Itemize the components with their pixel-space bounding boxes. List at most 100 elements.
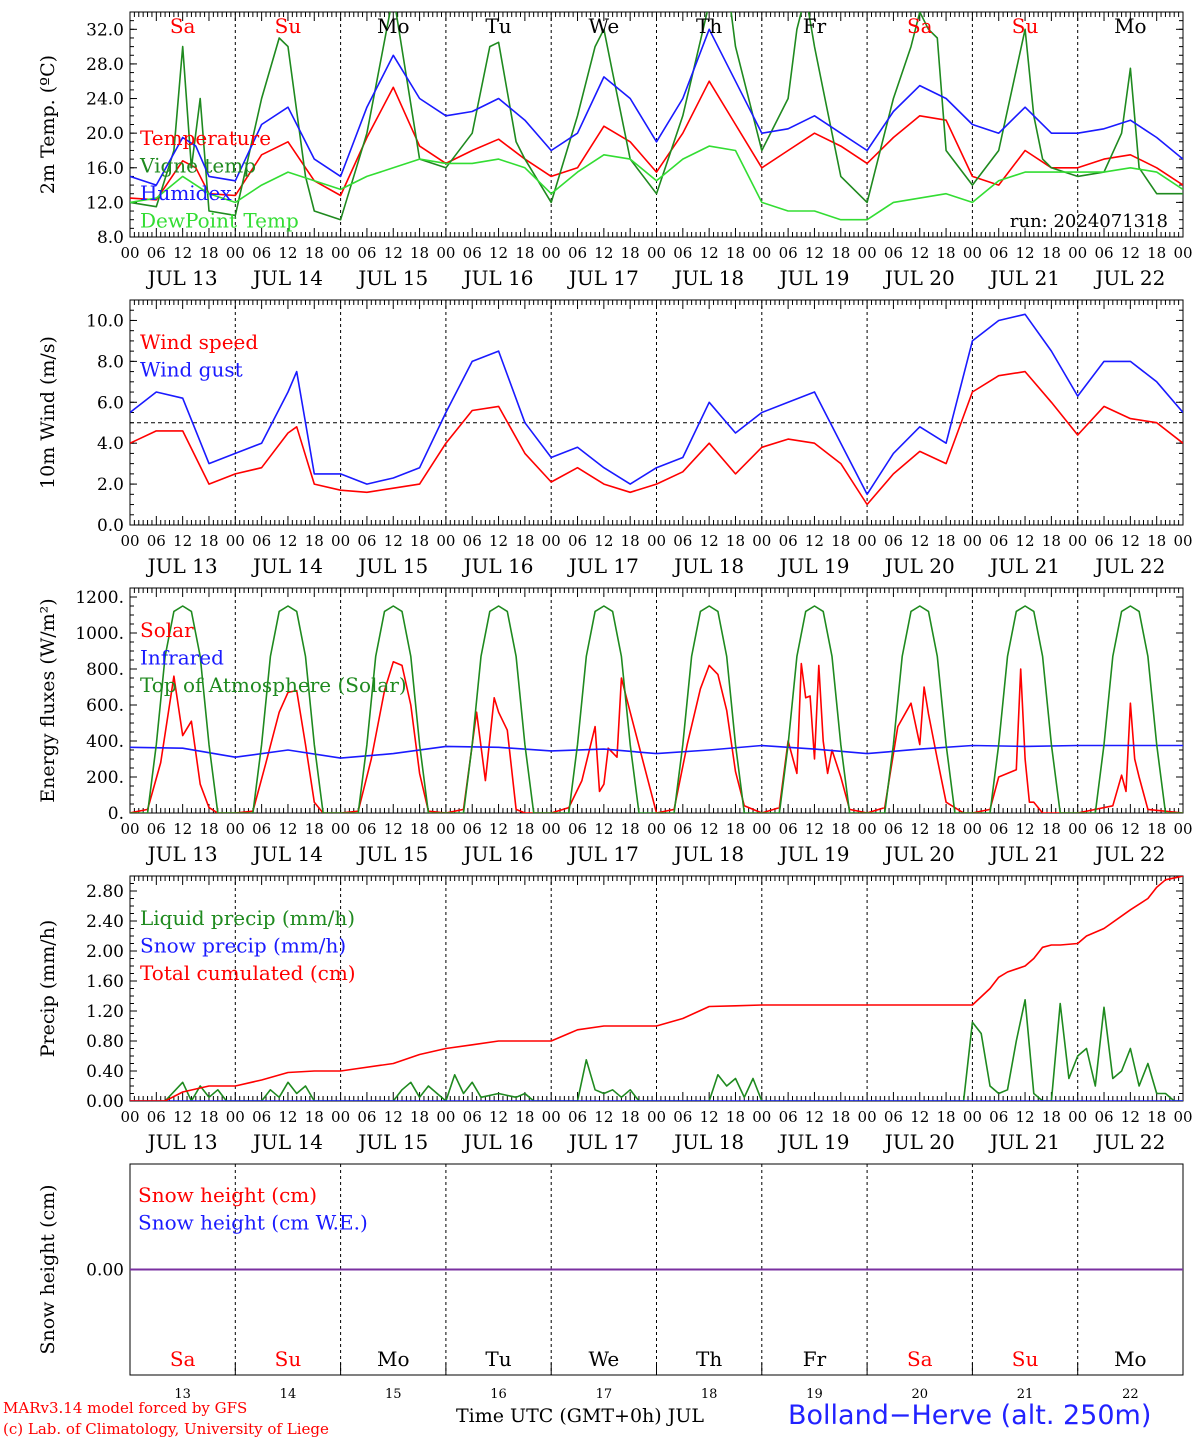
x-date-label: JUL 22 (1093, 266, 1165, 290)
day-name-label: Sa (907, 1347, 933, 1371)
x-date-label: JUL 21 (988, 842, 1060, 866)
day-name-label: Th (696, 14, 722, 38)
x-hour-label: 06 (252, 244, 271, 262)
x-hour-label: 18 (621, 532, 640, 550)
x-hour-label: 06 (463, 532, 482, 550)
y-tick-label: 1.20 (86, 1002, 124, 1022)
credit-line-1: MARv3.14 model forced by GFS (3, 1399, 248, 1417)
x-hour-label: 12 (594, 820, 613, 838)
x-hour-label: 18 (937, 244, 956, 262)
day-number-label: 15 (385, 1387, 402, 1400)
x-hour-label: 06 (463, 244, 482, 262)
x-hour-label: 06 (1094, 820, 1113, 838)
x-hour-label: 00 (1068, 1108, 1087, 1126)
y-tick-label: 8.0 (97, 352, 124, 372)
day-name-label: Mo (377, 14, 410, 38)
x-hour-label: 00 (331, 244, 350, 262)
x-hour-label: 12 (489, 1108, 508, 1126)
day-name-label: We (588, 14, 619, 38)
x-hour-label: 00 (647, 820, 666, 838)
x-hour-label: 06 (147, 532, 166, 550)
x-hour-label: 00 (436, 244, 455, 262)
legend-entry: Solar (140, 618, 194, 642)
x-hour-label: 18 (621, 820, 640, 838)
x-hour-label: 18 (305, 532, 324, 550)
x-hour-label: 06 (357, 820, 376, 838)
legend-entry: Infrared (140, 646, 224, 670)
x-hour-label: 00 (963, 532, 982, 550)
day-name-label: Fr (803, 1347, 827, 1371)
x-date-label: JUL 20 (883, 1130, 955, 1154)
x-hour-label: 00 (120, 244, 139, 262)
x-hour-label: 12 (805, 820, 824, 838)
x-date-label: JUL 21 (988, 1130, 1060, 1154)
x-hour-label: 12 (805, 244, 824, 262)
legend-entry: Vigne temp (139, 154, 256, 178)
x-hour-label: 06 (779, 244, 798, 262)
x-date-label: JUL 13 (146, 842, 218, 866)
x-hour-label: 00 (226, 1108, 245, 1126)
x-hour-label: 00 (647, 532, 666, 550)
x-hour-label: 00 (647, 244, 666, 262)
x-hour-label: 00 (963, 820, 982, 838)
x-hour-label: 12 (489, 532, 508, 550)
legend-entry: Snow precip (mm/h) (140, 934, 346, 958)
meteogram: 8.0 12.0 16.0 20.0 24.0 28.0 32.0 2m Temp. (ºC)… (37, 11, 1193, 1400)
day-name-label: Th (696, 1347, 722, 1371)
series-line-top-of-atmosphere-solar (130, 605, 1183, 813)
x-hour-label: 00 (858, 820, 877, 838)
y-tick-label: 10.0 (86, 311, 124, 331)
x-hour-label: 12 (278, 244, 297, 262)
x-hour-label: 06 (989, 244, 1008, 262)
x-hour-label: 18 (1147, 532, 1166, 550)
x-hour-label: 06 (463, 820, 482, 838)
day-name-label: We (588, 1347, 619, 1371)
legend-entry: DewPoint Temp (140, 209, 299, 233)
x-hour-label: 12 (489, 820, 508, 838)
x-hour-label: 18 (937, 532, 956, 550)
x-hour-label: 06 (884, 244, 903, 262)
y-tick-label: 1000. (75, 624, 124, 644)
y-tick-label: 20.0 (86, 124, 124, 144)
x-hour-label: 18 (726, 1108, 745, 1126)
x-date-label: JUL 14 (251, 1130, 323, 1154)
x-hour-label: 00 (436, 1108, 455, 1126)
x-hour-label: 06 (884, 532, 903, 550)
x-hour-label: 06 (568, 532, 587, 550)
x-hour-label: 06 (357, 532, 376, 550)
x-hour-label: 00 (226, 532, 245, 550)
x-date-label: JUL 22 (1093, 554, 1165, 578)
x-hour-label: 12 (173, 532, 192, 550)
x-hour-label: 18 (726, 244, 745, 262)
x-hour-label: 12 (384, 1108, 403, 1126)
x-hour-label: 18 (831, 532, 850, 550)
x-hour-label: 06 (673, 532, 692, 550)
x-hour-label: 18 (937, 820, 956, 838)
day-number-label: 16 (490, 1387, 507, 1400)
series-line-liquid-precip-mm-h (130, 998, 1183, 1101)
x-date-label: JUL 21 (988, 266, 1060, 290)
day-number-label: 13 (174, 1387, 191, 1400)
series-line-infrared (130, 744, 1183, 759)
x-hour-label: 18 (621, 1108, 640, 1126)
x-hour-label: 18 (1147, 244, 1166, 262)
x-hour-label: 00 (1068, 244, 1087, 262)
x-hour-label: 06 (568, 244, 587, 262)
x-hour-label: 12 (384, 244, 403, 262)
series-line-wind-gust (130, 313, 1183, 496)
x-hour-label: 06 (1094, 244, 1113, 262)
x-hour-label: 12 (700, 1108, 719, 1126)
y-tick-label: 32.0 (86, 20, 124, 40)
day-name-label: Su (1012, 1347, 1039, 1371)
series-line-wind-speed (130, 370, 1183, 506)
x-date-label: JUL 15 (356, 1130, 428, 1154)
y-axis-label: 10m Wind (m/s) (37, 336, 59, 489)
x-hour-label: 12 (805, 1108, 824, 1126)
x-hour-label: 12 (173, 244, 192, 262)
y-tick-label: 24.0 (86, 90, 124, 110)
x-hour-label: 00 (963, 244, 982, 262)
y-tick-label: 6.0 (97, 393, 124, 413)
x-hour-label: 00 (436, 532, 455, 550)
x-date-label: JUL 19 (777, 1130, 849, 1154)
x-hour-label: 12 (173, 1108, 192, 1126)
